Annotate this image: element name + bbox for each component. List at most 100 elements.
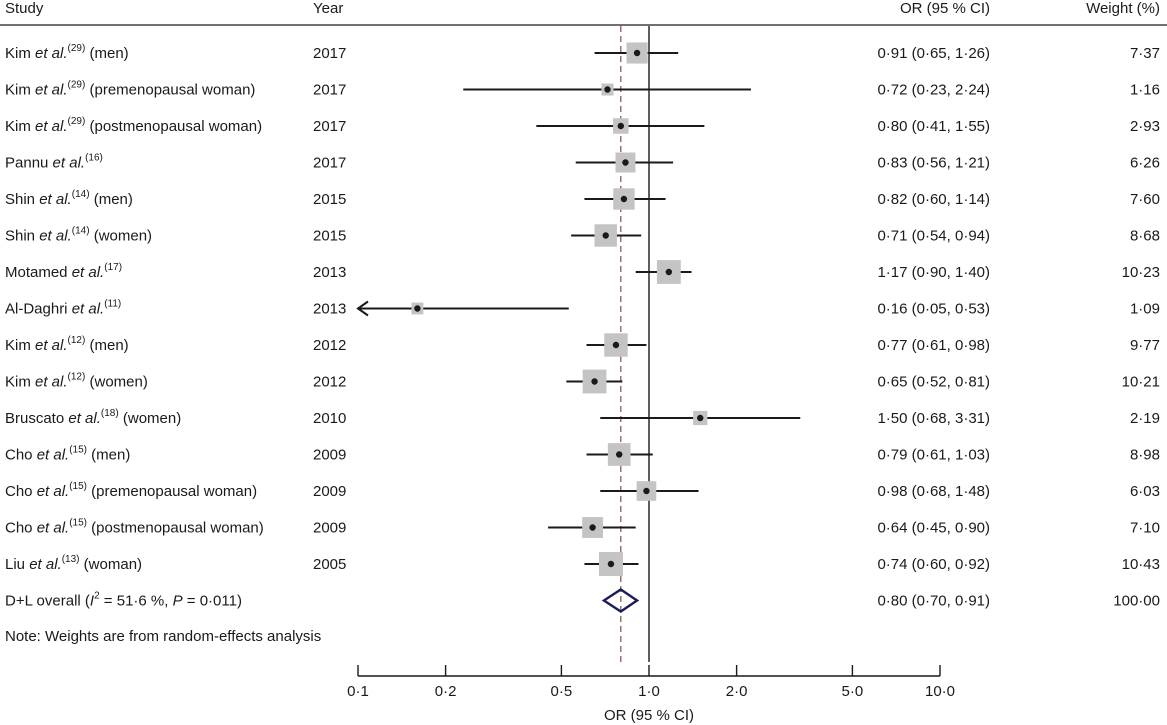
study-row: Cho et al.(15) (premenopausal woman) 2009…: [5, 481, 1160, 501]
header-year: Year: [313, 0, 343, 17]
note-text: Note: Weights are from random-effects an…: [5, 628, 321, 645]
weight-value: 10·43: [1122, 556, 1160, 573]
overall-label: D+L overall (I2 = 51·6 %, P = 0·011): [5, 591, 242, 610]
study-label: Motamed et al.(17): [5, 262, 122, 281]
or-ci-value: 1·50 (0·68, 3·31): [877, 410, 990, 427]
overall-weight: 100·00: [1113, 593, 1160, 610]
study-author: Cho: [5, 520, 37, 537]
study-year: 2009: [313, 520, 346, 537]
study-label: Kim et al.(29) (men): [5, 43, 129, 62]
study-label: Cho et al.(15) (postmenopausal woman): [5, 518, 264, 537]
study-year: 2010: [313, 410, 346, 427]
study-author: Cho: [5, 447, 37, 464]
study-row: Kim et al.(29) (premenopausal woman) 2017…: [5, 80, 1160, 99]
study-etal: et al.: [35, 337, 68, 354]
p-value: = 0·011): [183, 593, 242, 610]
study-etal: et al.: [35, 82, 68, 99]
i-squared-symbol: I: [90, 593, 94, 610]
study-row: Kim et al.(29) (postmenopausal woman) 201…: [5, 116, 1160, 135]
header-or-ci: OR (95 % CI): [900, 0, 990, 17]
study-group: (men): [85, 337, 128, 354]
study-row: Pannu et al.(16) 2017 0·83 (0·56, 1·21) 6·2…: [5, 153, 1160, 173]
study-label: Kim et al.(29) (postmenopausal woman): [5, 116, 262, 135]
study-row: Kim et al.(29) (men) 2017 0·91 (0·65, 1·26…: [5, 42, 1160, 64]
weight-value: 2·93: [1130, 118, 1160, 135]
study-label: Bruscato et al.(18) (women): [5, 408, 181, 427]
weight-value: 2·19: [1130, 410, 1160, 427]
x-tick-label: 10·0: [925, 683, 955, 700]
point-estimate: [414, 305, 421, 312]
point-estimate: [589, 524, 596, 531]
study-reference: (18): [101, 408, 119, 419]
weight-value: 1·16: [1130, 82, 1160, 99]
study-author: Bruscato: [5, 410, 68, 427]
study-row: Kim et al.(12) (men) 2012 0·77 (0·61, 0·98…: [5, 333, 1160, 357]
study-label: Cho et al.(15) (premenopausal woman): [5, 481, 257, 500]
study-row: Cho et al.(15) (men) 2009 0·79 (0·61, 1·03…: [5, 443, 1160, 466]
study-year: 2009: [313, 447, 346, 464]
study-reference: (15): [69, 481, 87, 492]
study-etal: et al.: [53, 155, 86, 172]
point-estimate: [612, 341, 620, 349]
or-ci-value: 0·79 (0·61, 1·03): [877, 447, 990, 464]
or-ci-value: 0·80 (0·41, 1·55): [877, 118, 990, 135]
study-etal: et al.: [72, 301, 105, 318]
weight-value: 9·77: [1130, 337, 1160, 354]
weight-value: 8·68: [1130, 228, 1160, 245]
study-year: 2017: [313, 45, 346, 62]
study-etal: et al.: [35, 45, 68, 62]
study-year: 2009: [313, 483, 346, 500]
study-author: Kim: [5, 82, 35, 99]
point-estimate: [697, 414, 704, 422]
study-group: (postmenopausal woman): [85, 118, 262, 135]
study-author: Kim: [5, 374, 35, 391]
weight-value: 7·60: [1130, 191, 1160, 208]
weight-value: 10·23: [1122, 264, 1160, 281]
or-ci-value: 0·74 (0·60, 0·92): [877, 556, 990, 573]
weight-value: 1·09: [1130, 301, 1160, 318]
study-year: 2017: [313, 118, 346, 135]
study-group: (men): [90, 191, 133, 208]
weight-value: 7·37: [1130, 45, 1160, 62]
study-year: 2013: [313, 301, 346, 318]
study-group: (women): [90, 228, 153, 245]
x-axis-label: OR (95 % CI): [604, 707, 694, 724]
study-row: Shin et al.(14) (women) 2015 0·71 (0·54, 0…: [5, 224, 1160, 247]
study-year: 2015: [313, 191, 346, 208]
study-group: (men): [85, 45, 128, 62]
study-reference: (16): [85, 153, 103, 164]
study-group: (men): [87, 447, 130, 464]
point-estimate: [665, 268, 673, 276]
or-ci-value: 0·91 (0·65, 1·26): [877, 45, 990, 62]
or-ci-value: 1·17 (0·90, 1·40): [877, 264, 990, 281]
study-author: Liu: [5, 556, 29, 573]
study-label: Cho et al.(15) (men): [5, 445, 130, 464]
study-row: Motamed et al.(17) 2013 1·17 (0·90, 1·40) 1…: [5, 260, 1160, 284]
study-row: Bruscato et al.(18) (women) 2010 1·50 (0·6…: [5, 408, 1160, 427]
study-author: Kim: [5, 118, 35, 135]
study-year: 2012: [313, 374, 346, 391]
study-reference: (12): [68, 335, 86, 346]
point-estimate: [620, 195, 628, 203]
study-reference: (12): [68, 372, 86, 383]
study-year: 2015: [313, 228, 346, 245]
study-label: Shin et al.(14) (men): [5, 189, 133, 208]
point-estimate: [607, 560, 615, 568]
study-row: Al-Daghri et al.(11) 2013 0·16 (0·05, 0·53…: [5, 299, 1160, 318]
study-label: Pannu et al.(16): [5, 153, 103, 172]
point-estimate: [617, 122, 624, 130]
study-etal: et al.: [35, 118, 68, 135]
study-group: (postmenopausal woman): [87, 520, 264, 537]
weight-value: 6·03: [1130, 483, 1160, 500]
study-author: Shin: [5, 228, 39, 245]
or-ci-value: 0·98 (0·68, 1·48): [877, 483, 990, 500]
x-tick-label: 2·0: [726, 683, 748, 700]
study-year: 2017: [313, 82, 346, 99]
study-etal: et al.: [37, 520, 70, 537]
x-tick-label: 0·1: [347, 683, 369, 700]
study-label: Kim et al.(12) (women): [5, 372, 148, 391]
overall-row: D+L overall (I2 = 51·6 %, P = 0·011) 0·80…: [5, 588, 1160, 613]
study-reference: (11): [104, 299, 121, 310]
or-ci-value: 0·82 (0·60, 1·14): [877, 191, 990, 208]
